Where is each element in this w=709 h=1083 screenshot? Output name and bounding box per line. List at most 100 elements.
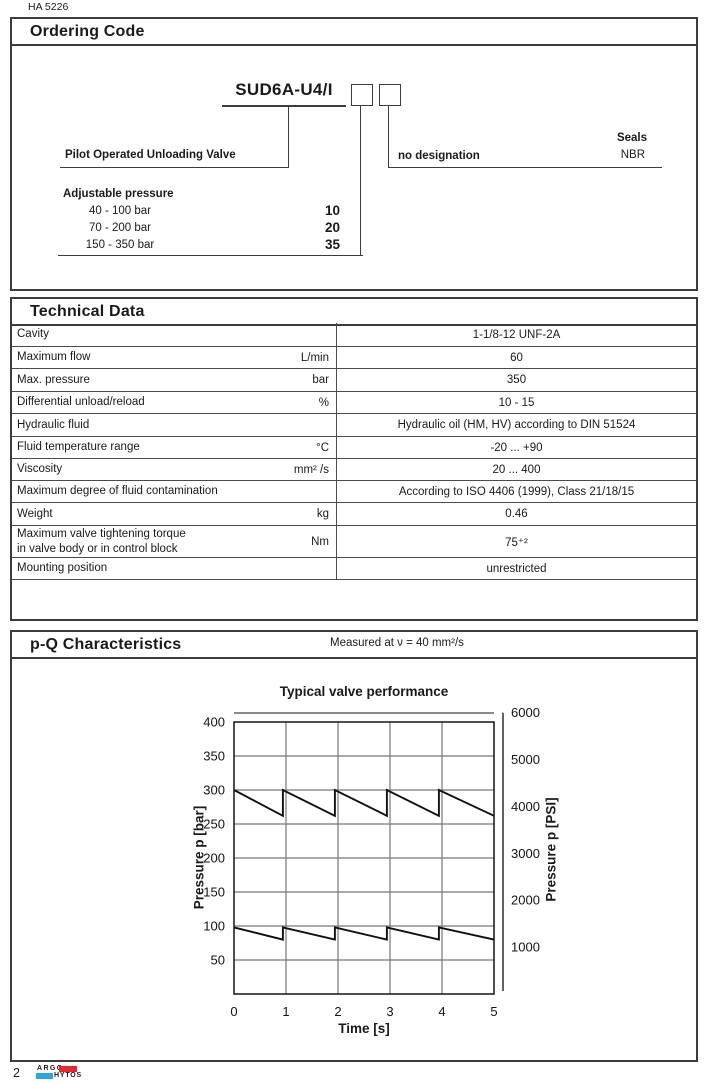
parameter-value: Hydraulic oil (HM, HV) according to DIN …	[397, 419, 636, 431]
parameter-value: -20 ... +90	[490, 441, 543, 454]
parameter-value: 350	[506, 374, 527, 386]
technical-table-row: Viscosity mm² /s 20 ... 400	[12, 459, 696, 481]
code-option-box-seals	[379, 84, 401, 106]
y-tick-right: 5000	[511, 752, 540, 767]
parameter-value: According to ISO 4406 (1999), Class 21/1…	[398, 485, 635, 498]
pq-section-header: p-Q Characteristics	[12, 632, 696, 659]
parameter-label: Weight	[17, 507, 53, 520]
technical-data-section: Technical Data	[10, 297, 698, 621]
connector-line	[288, 106, 289, 168]
parameter-unit: kg	[316, 508, 329, 520]
technical-table-row: Hydraulic fluid Hydraulic oil (HM, HV) ac…	[12, 414, 696, 437]
technical-table-row: Cavity 1-1/8-12 UNF-2A	[12, 323, 696, 347]
parameter-unit: L/min	[300, 351, 329, 364]
technical-table-row: Mounting position unrestricted	[12, 558, 696, 580]
y-tick-right: 1000	[511, 940, 540, 955]
technical-table-row: Differential unload/reload% 10 - 15	[12, 392, 696, 414]
logo-cyan-block	[36, 1073, 53, 1079]
x-tick: 2	[334, 1004, 341, 1019]
technical-table-row: Weight kg 0.46	[12, 503, 696, 526]
y-tick-left: 200	[203, 851, 225, 866]
pq-section-title: p-Q Characteristics	[30, 635, 182, 653]
parameter-cell: Hydraulic fluid	[12, 414, 337, 436]
y-axis-label-left: Pressure p [bar]	[191, 805, 207, 910]
logo-text-hytos: HYTOS	[54, 1072, 82, 1079]
doc-number: HA 5226	[28, 1, 69, 13]
parameter-value: 20 ... 400	[492, 463, 541, 476]
ordering-code-value: SUD6A-U4/I	[235, 80, 333, 99]
x-tick: 1	[282, 1004, 289, 1019]
no-designation-label: no designation	[398, 150, 480, 162]
x-axis-label: Time [s]	[338, 1021, 390, 1036]
seals-value: NBR	[620, 149, 645, 161]
series-setting-100-bar	[233, 926, 495, 941]
y-tick-left: 350	[203, 749, 225, 764]
technical-table-row: Max. pressure bar 350	[12, 369, 696, 392]
chart-title: Typical valve performance	[279, 684, 449, 699]
parameter-label: Viscosity	[17, 463, 63, 476]
parameter-cell: Maximum flow L/min	[12, 347, 337, 368]
code-option-box-pressure	[351, 84, 373, 106]
pressure-range: 40 - 100 bar	[88, 205, 151, 217]
y-tick-right: 3000	[511, 846, 540, 861]
connector-line	[60, 167, 289, 168]
parameter-label: Hydraulic fluid	[17, 418, 90, 431]
x-tick: 3	[386, 1004, 393, 1019]
parameter-unit: Nm	[311, 535, 329, 548]
parameter-unit: %	[318, 396, 329, 409]
y-tick-left: 300	[203, 783, 225, 798]
ordering-section-header: Ordering Code	[12, 19, 696, 46]
parameter-cell: Max. pressure bar	[12, 369, 337, 391]
parameter-value: 0.46	[505, 508, 528, 520]
parameter-label: Maximum flow	[17, 351, 91, 364]
connector-line	[388, 105, 389, 168]
parameter-label: Maximum degree of fluid contamination	[17, 485, 218, 498]
parameter-cell: Cavity	[12, 323, 337, 346]
parameter-cell: Viscosity mm² /s	[12, 459, 337, 480]
code-underline	[222, 105, 346, 107]
pressure-code: 20	[324, 220, 340, 235]
parameter-value: 10 - 15	[498, 396, 535, 409]
parameter-cell: Mounting position	[12, 558, 337, 579]
y-tick-left: 400	[203, 715, 225, 730]
y-tick-right: 4000	[511, 799, 540, 814]
adjustable-pressure-label: Adjustable pressure	[63, 188, 174, 200]
pressure-range: 150 - 350 bar	[85, 239, 155, 251]
parameter-label: Maximum valve tightening torque in valve …	[17, 528, 186, 555]
parameter-label: Differential unload/reload	[17, 396, 145, 409]
logo-text-argo: ARGO	[37, 1065, 64, 1072]
parameter-value: unrestricted	[486, 562, 547, 575]
parameter-cell: Differential unload/reload%	[12, 392, 337, 413]
seals-label: Seals	[616, 132, 647, 144]
logo-red-block	[59, 1066, 77, 1072]
technical-section-title: Technical Data	[30, 302, 145, 320]
parameter-cell: Weight kg	[12, 503, 337, 525]
x-tick: 5	[490, 1004, 497, 1019]
technical-table-row: Maximum flow L/min 60	[12, 347, 696, 369]
pressure-range: 70 - 200 bar	[88, 222, 151, 234]
valve-type-label: Pilot Operated Unloading Valve	[65, 149, 236, 161]
technical-section-header: Technical Data	[12, 299, 696, 326]
parameter-cell: Maximum valve tightening torque in valve …	[12, 526, 337, 557]
parameter-cell: Fluid temperature range °C	[12, 437, 337, 458]
connector-line	[389, 167, 662, 168]
argo-hytos-logo: ARGO HYTOS	[36, 1065, 82, 1079]
parameter-label: Mounting position	[17, 562, 108, 575]
y-tick-left: 250	[203, 817, 225, 832]
x-tick: 0	[230, 1004, 237, 1019]
parameter-label: Cavity	[17, 328, 49, 341]
y-tick-left: 50	[211, 953, 225, 968]
y-tick-left: 150	[203, 885, 225, 900]
page-number: 2	[13, 1066, 20, 1080]
technical-table-row: Maximum degree of fluid contamination Acc…	[12, 481, 696, 503]
pq-chart: 4003503002502001501005060005000400030002…	[203, 705, 540, 1019]
pq-characteristics-section: p-Q Characteristics	[10, 630, 698, 1062]
plot-border	[233, 721, 495, 995]
parameter-label: Fluid temperature range	[17, 441, 140, 454]
technical-data-table: Cavity 1-1/8-12 UNF-2A Maximum flow L/min 60…	[12, 323, 696, 580]
y-axis-label-right: Pressure p [PSI]	[543, 797, 559, 902]
y-tick-right: 2000	[511, 893, 540, 908]
y-tick-right: 6000	[511, 705, 540, 720]
parameter-value: 75⁺²	[505, 536, 528, 549]
parameter-unit: °C	[316, 441, 329, 454]
